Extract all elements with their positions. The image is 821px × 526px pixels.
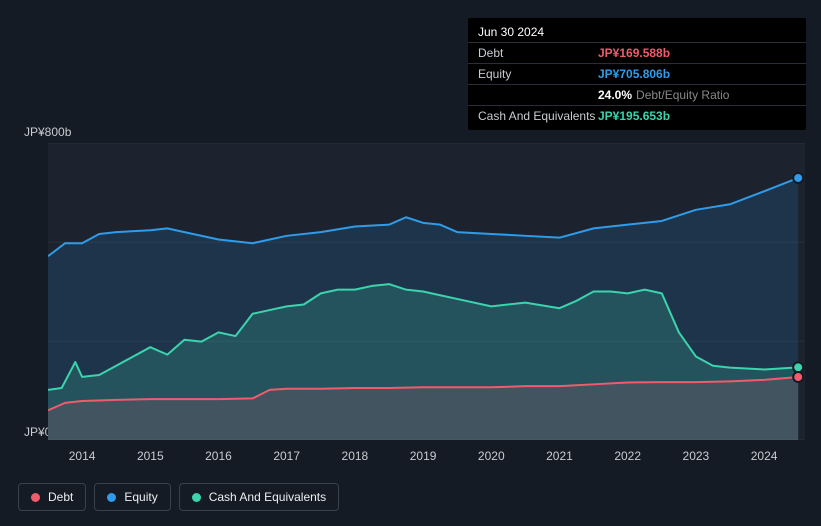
- legend-dot-icon: [107, 493, 116, 502]
- tooltip-value: JP¥169.588b: [598, 46, 670, 60]
- x-axis: 2014 2015 2016 2017 2018 2019 2020 2021 2022 2023…: [48, 449, 805, 469]
- chart-legend: Debt Equity Cash And Equivalents: [18, 483, 339, 511]
- tooltip-label: [478, 88, 598, 102]
- series-end-marker: [793, 173, 803, 183]
- legend-dot-icon: [31, 493, 40, 502]
- x-axis-tick: 2020: [478, 449, 505, 463]
- x-axis-tick: 2021: [546, 449, 573, 463]
- tooltip-row: EquityJP¥705.806b: [468, 64, 806, 85]
- chart-plot-area: [48, 143, 805, 440]
- legend-label: Equity: [124, 490, 157, 504]
- legend-item[interactable]: Cash And Equivalents: [179, 483, 339, 511]
- tooltip-value: JP¥195.653b: [598, 109, 670, 123]
- legend-dot-icon: [192, 493, 201, 502]
- x-axis-tick: 2015: [137, 449, 164, 463]
- legend-label: Cash And Equivalents: [209, 490, 326, 504]
- x-axis-tick: 2018: [342, 449, 369, 463]
- tooltip-label: Equity: [478, 67, 598, 81]
- x-axis-tick: 2016: [205, 449, 232, 463]
- series-end-marker: [793, 372, 803, 382]
- x-axis-tick: 2022: [614, 449, 641, 463]
- x-axis-tick: 2017: [273, 449, 300, 463]
- tooltip-suffix: Debt/Equity Ratio: [636, 88, 729, 102]
- tooltip-label: Debt: [478, 46, 598, 60]
- x-axis-tick: 2024: [751, 449, 778, 463]
- x-axis-tick: 2019: [410, 449, 437, 463]
- area-chart-svg: [48, 143, 805, 440]
- x-axis-tick: 2023: [683, 449, 710, 463]
- tooltip-row: Cash And EquivalentsJP¥195.653b: [468, 106, 806, 126]
- x-axis-tick: 2014: [69, 449, 96, 463]
- legend-item[interactable]: Debt: [18, 483, 86, 511]
- legend-item[interactable]: Equity: [94, 483, 170, 511]
- tooltip-value: 24.0%: [598, 88, 632, 102]
- legend-label: Debt: [48, 490, 73, 504]
- tooltip-row: 24.0% Debt/Equity Ratio: [468, 85, 806, 106]
- tooltip-row: DebtJP¥169.588b: [468, 43, 806, 64]
- tooltip-value: JP¥705.806b: [598, 67, 670, 81]
- chart-tooltip: Jun 30 2024 DebtJP¥169.588bEquityJP¥705.…: [468, 18, 806, 130]
- tooltip-label: Cash And Equivalents: [478, 109, 598, 123]
- series-end-marker: [793, 362, 803, 372]
- y-axis-label: JP¥800b: [24, 125, 71, 139]
- tooltip-date: Jun 30 2024: [478, 25, 544, 39]
